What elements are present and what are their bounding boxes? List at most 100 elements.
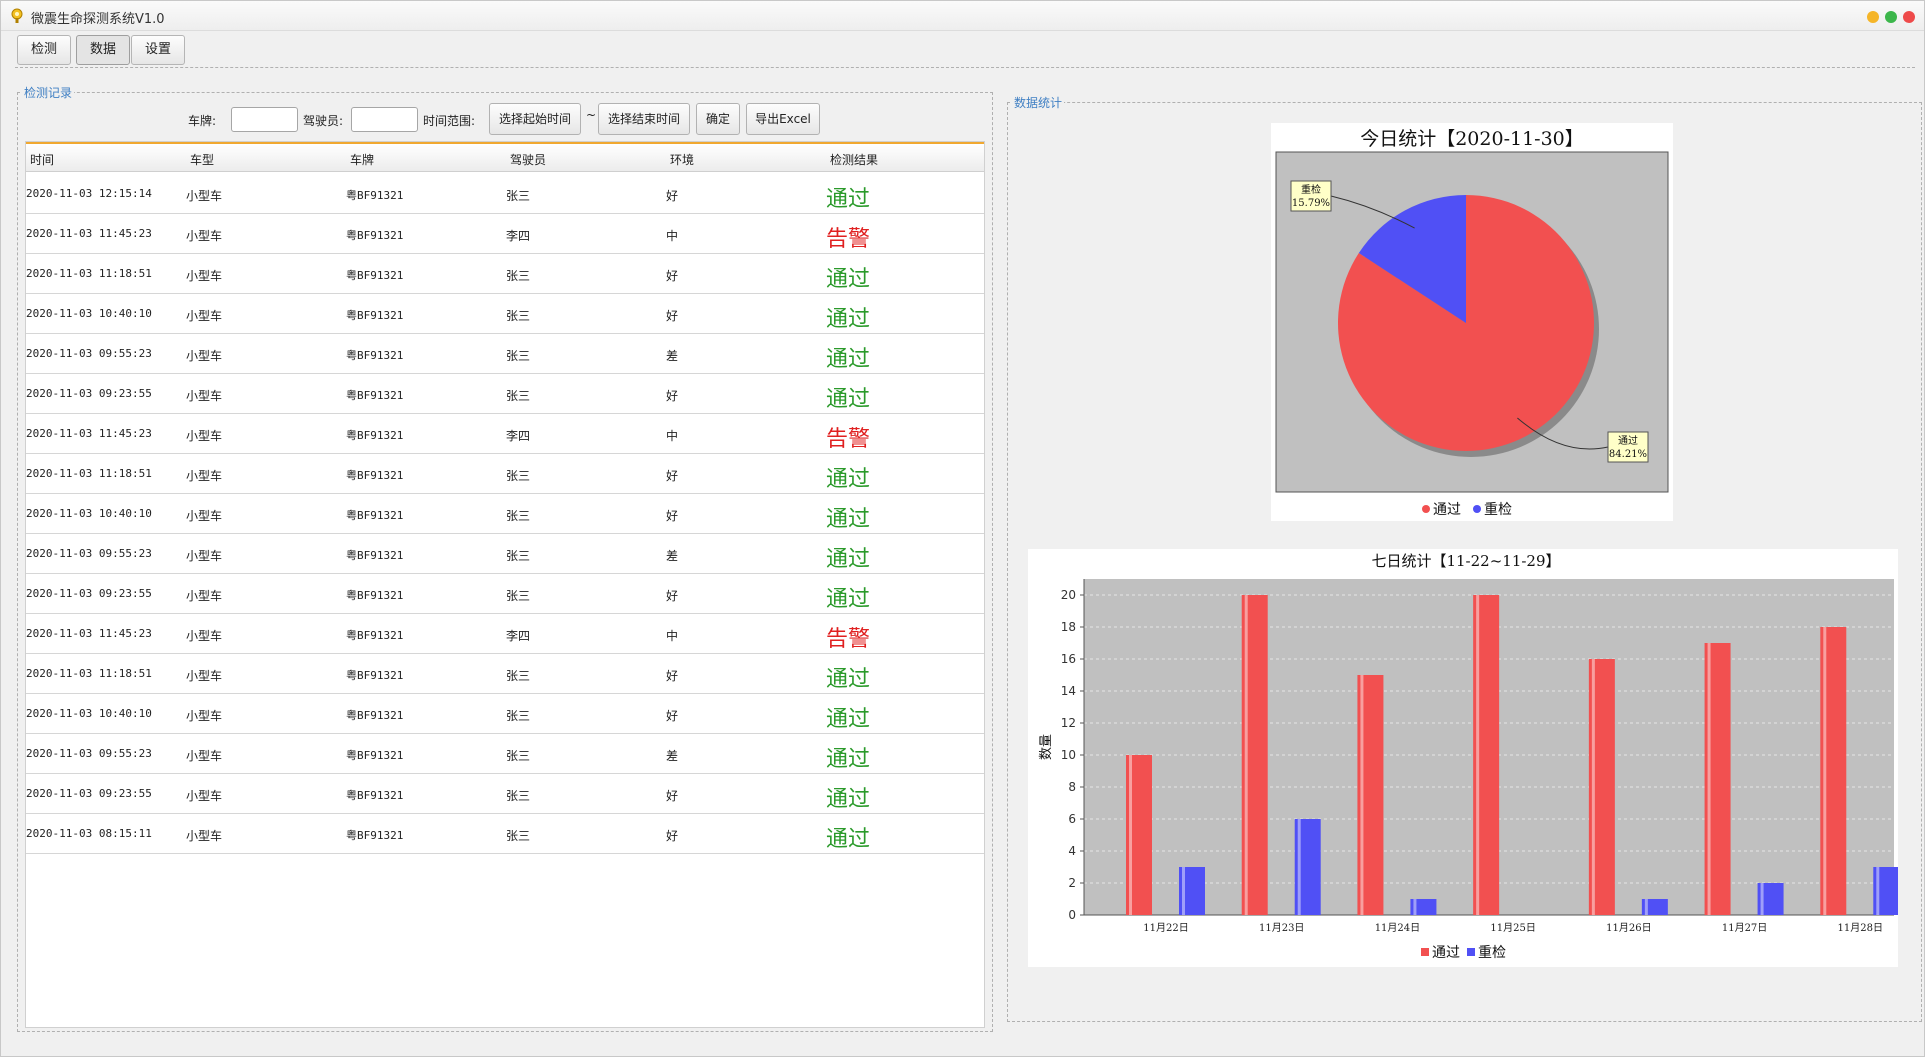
cell-result: 通过 (826, 347, 871, 372)
cell-result: 通过 (826, 547, 871, 572)
table-row[interactable]: 2020-11-03 09:55:23 小型车 粤BF91321 张三 差 通过 (26, 334, 984, 374)
cell-plate: 粤BF91321 (346, 789, 404, 802)
cell-environment: 好 (666, 389, 679, 403)
cell-time: 2020-11-03 11:45:23 (26, 227, 152, 240)
table-row[interactable]: 2020-11-03 11:45:23 小型车 粤BF91321 李四 中 告警 (26, 614, 984, 654)
table-row[interactable]: 2020-11-03 11:45:23 小型车 粤BF91321 李四 中 告警 (26, 414, 984, 454)
column-header-time[interactable]: 时间 (30, 153, 55, 167)
cell-result: 告警 (826, 227, 871, 252)
cell-vehicle-type: 小型车 (186, 229, 223, 243)
y-tick-label: 16 (1061, 652, 1076, 666)
cell-result: 通过 (826, 827, 871, 852)
cell-vehicle-type: 小型车 (186, 829, 223, 843)
table-row[interactable]: 2020-11-03 09:55:23 小型车 粤BF91321 张三 差 通过 (26, 534, 984, 574)
title-bar[interactable]: 微震生命探测系统V1.0 (1, 1, 1924, 31)
bar-highlight (1476, 595, 1480, 915)
cell-driver: 李四 (506, 429, 531, 443)
confirm-button[interactable]: 确定 (696, 103, 740, 135)
legend-marker-recheck (1467, 948, 1475, 956)
y-tick-label: 12 (1061, 716, 1076, 730)
cell-vehicle-type: 小型车 (186, 509, 223, 523)
maximize-button[interactable] (1885, 11, 1897, 23)
export-excel-button[interactable]: 导出Excel (746, 103, 820, 135)
cell-plate: 粤BF91321 (346, 189, 404, 202)
cell-driver: 张三 (506, 789, 531, 803)
legend-marker-pass (1421, 948, 1429, 956)
table-row[interactable]: 2020-11-03 09:23:55 小型车 粤BF91321 张三 好 通过 (26, 774, 984, 814)
table-row[interactable]: 2020-11-03 08:15:11 小型车 粤BF91321 张三 好 通过 (26, 814, 984, 854)
column-header-driver[interactable]: 驾驶员 (510, 153, 547, 167)
y-tick-label: 6 (1068, 812, 1076, 826)
close-button[interactable] (1903, 11, 1915, 23)
cell-plate: 粤BF91321 (346, 229, 404, 242)
cell-result: 告警 (826, 627, 871, 652)
y-tick-label: 20 (1061, 588, 1076, 602)
table-row[interactable]: 2020-11-03 09:55:23 小型车 粤BF91321 张三 差 通过 (26, 734, 984, 774)
cell-plate: 粤BF91321 (346, 749, 404, 762)
chart-title: 七日统计【11-22~11-29】 (1371, 552, 1560, 570)
bar-pass (1820, 627, 1847, 915)
slice-label-leader (1330, 195, 1415, 229)
table-row[interactable]: 2020-11-03 09:23:55 小型车 粤BF91321 张三 好 通过 (26, 574, 984, 614)
table-row[interactable]: 2020-11-03 11:45:23 小型车 粤BF91321 李四 中 告警 (26, 214, 984, 254)
table-row[interactable]: 2020-11-03 12:15:14 小型车 粤BF91321 张三 好 通过 (26, 174, 984, 214)
cell-vehicle-type: 小型车 (186, 429, 223, 443)
slice-label-box (1607, 431, 1649, 463)
chart-title: 今日统计【2020-11-30】 (1360, 128, 1584, 150)
x-tick-label: 11月22日 (1143, 922, 1188, 934)
table-row[interactable]: 2020-11-03 10:40:10 小型车 粤BF91321 张三 好 通过 (26, 294, 984, 334)
x-tick-label: 11月23日 (1259, 922, 1304, 934)
select-start-time-button[interactable]: 选择起始时间 (489, 103, 581, 135)
bar-highlight (1760, 883, 1764, 915)
cell-environment: 差 (666, 749, 679, 763)
driver-input[interactable] (351, 107, 418, 132)
select-end-time-button[interactable]: 选择结束时间 (598, 103, 690, 135)
bar-highlight (1823, 627, 1827, 915)
tab-settings[interactable]: 设置 (131, 35, 185, 65)
minimize-button[interactable] (1867, 11, 1879, 23)
table-row[interactable]: 2020-11-03 10:40:10 小型车 粤BF91321 张三 好 通过 (26, 694, 984, 734)
cell-vehicle-type: 小型车 (186, 269, 223, 283)
cell-environment: 差 (666, 549, 679, 563)
cell-vehicle-type: 小型车 (186, 389, 223, 403)
table-row[interactable]: 2020-11-03 11:18:51 小型车 粤BF91321 张三 好 通过 (26, 254, 984, 294)
records-panel-title: 检测记录 (24, 86, 73, 100)
table-row[interactable]: 2020-11-03 11:18:51 小型车 粤BF91321 张三 好 通过 (26, 454, 984, 494)
cell-result: 通过 (826, 587, 871, 612)
cell-environment: 中 (666, 229, 679, 243)
cell-driver: 张三 (506, 549, 531, 563)
cell-vehicle-type: 小型车 (186, 309, 223, 323)
x-tick-label: 11月25日 (1490, 922, 1535, 934)
tab-detect[interactable]: 检测 (17, 35, 71, 65)
cell-plate: 粤BF91321 (346, 509, 404, 522)
cell-vehicle-type: 小型车 (186, 669, 223, 683)
legend-label-pass: 通过 (1433, 502, 1461, 518)
cell-driver: 张三 (506, 829, 531, 843)
time-range-label: 时间范围: (423, 114, 476, 128)
slice-label-box (1290, 180, 1332, 212)
table-row[interactable]: 2020-11-03 09:23:55 小型车 粤BF91321 张三 好 通过 (26, 374, 984, 414)
column-header-vehicle-type[interactable]: 车型 (190, 153, 215, 167)
cell-time: 2020-11-03 10:40:10 (26, 307, 152, 320)
stats-panel: 数据统计 (1007, 94, 1922, 1022)
tab-data[interactable]: 数据 (76, 35, 130, 65)
bar-highlight (1707, 643, 1711, 915)
column-header-result[interactable]: 检测结果 (830, 153, 879, 167)
y-tick-label: 4 (1068, 844, 1076, 858)
cell-result: 通过 (826, 467, 871, 492)
cell-result: 通过 (826, 307, 871, 332)
today-stats-chart: 今日统计【2020-11-30】 通过 84.21% 重检 15.79% 通过 重检 (1271, 123, 1673, 521)
column-header-plate[interactable]: 车牌 (350, 153, 375, 167)
plate-input[interactable] (231, 107, 298, 132)
cell-time: 2020-11-03 11:18:51 (26, 467, 152, 480)
cell-driver: 李四 (506, 229, 531, 243)
cell-environment: 好 (666, 709, 679, 723)
table-row[interactable]: 2020-11-03 11:18:51 小型车 粤BF91321 张三 好 通过 (26, 654, 984, 694)
cell-plate: 粤BF91321 (346, 629, 404, 642)
column-header-environment[interactable]: 环境 (670, 153, 695, 167)
records-table: 时间 车型 车牌 驾驶员 环境 检测结果 2020-11-03 12:15:14… (25, 141, 985, 1028)
table-row[interactable]: 2020-11-03 10:40:10 小型车 粤BF91321 张三 好 通过 (26, 494, 984, 534)
cell-time: 2020-11-03 10:40:10 (26, 507, 152, 520)
slice-label-name: 重检 (1301, 183, 1321, 196)
cell-vehicle-type: 小型车 (186, 549, 223, 563)
